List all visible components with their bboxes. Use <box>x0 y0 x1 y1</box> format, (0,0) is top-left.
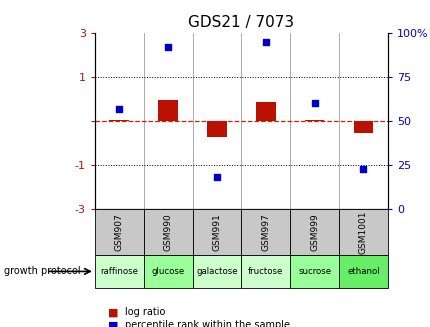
Text: ■: ■ <box>108 307 118 317</box>
Title: GDS21 / 7073: GDS21 / 7073 <box>188 15 294 30</box>
Bar <box>338 255 387 288</box>
Bar <box>192 209 241 255</box>
Bar <box>241 209 289 255</box>
Bar <box>143 255 192 288</box>
Point <box>359 166 366 171</box>
Point <box>213 175 220 180</box>
Bar <box>255 102 275 121</box>
Bar <box>207 121 226 137</box>
Bar <box>353 121 372 133</box>
Bar <box>95 209 143 255</box>
Text: galactose: galactose <box>196 267 237 276</box>
Bar <box>241 255 289 288</box>
Bar <box>289 255 338 288</box>
Text: GSM997: GSM997 <box>261 213 270 251</box>
Bar <box>95 255 143 288</box>
Text: sucrose: sucrose <box>298 267 330 276</box>
Text: ■: ■ <box>108 320 118 327</box>
Text: growth protocol: growth protocol <box>4 267 81 276</box>
Point <box>164 44 171 49</box>
Bar <box>289 209 338 255</box>
Bar <box>304 120 324 121</box>
Text: GSM999: GSM999 <box>310 213 318 251</box>
Text: ethanol: ethanol <box>346 267 379 276</box>
Point <box>310 101 317 106</box>
Text: GSM1001: GSM1001 <box>358 210 367 254</box>
Bar <box>192 255 241 288</box>
Text: log ratio: log ratio <box>125 307 165 317</box>
Bar <box>143 209 192 255</box>
Text: raffinose: raffinose <box>100 267 138 276</box>
Text: fructose: fructose <box>248 267 283 276</box>
Bar <box>158 100 178 121</box>
Bar <box>109 120 129 121</box>
Text: GSM990: GSM990 <box>163 213 172 251</box>
Text: glucose: glucose <box>151 267 184 276</box>
Point <box>116 106 123 111</box>
Text: GSM991: GSM991 <box>212 213 221 251</box>
Text: GSM907: GSM907 <box>114 213 123 251</box>
Text: percentile rank within the sample: percentile rank within the sample <box>125 320 289 327</box>
Bar <box>338 209 387 255</box>
Point <box>262 39 269 44</box>
